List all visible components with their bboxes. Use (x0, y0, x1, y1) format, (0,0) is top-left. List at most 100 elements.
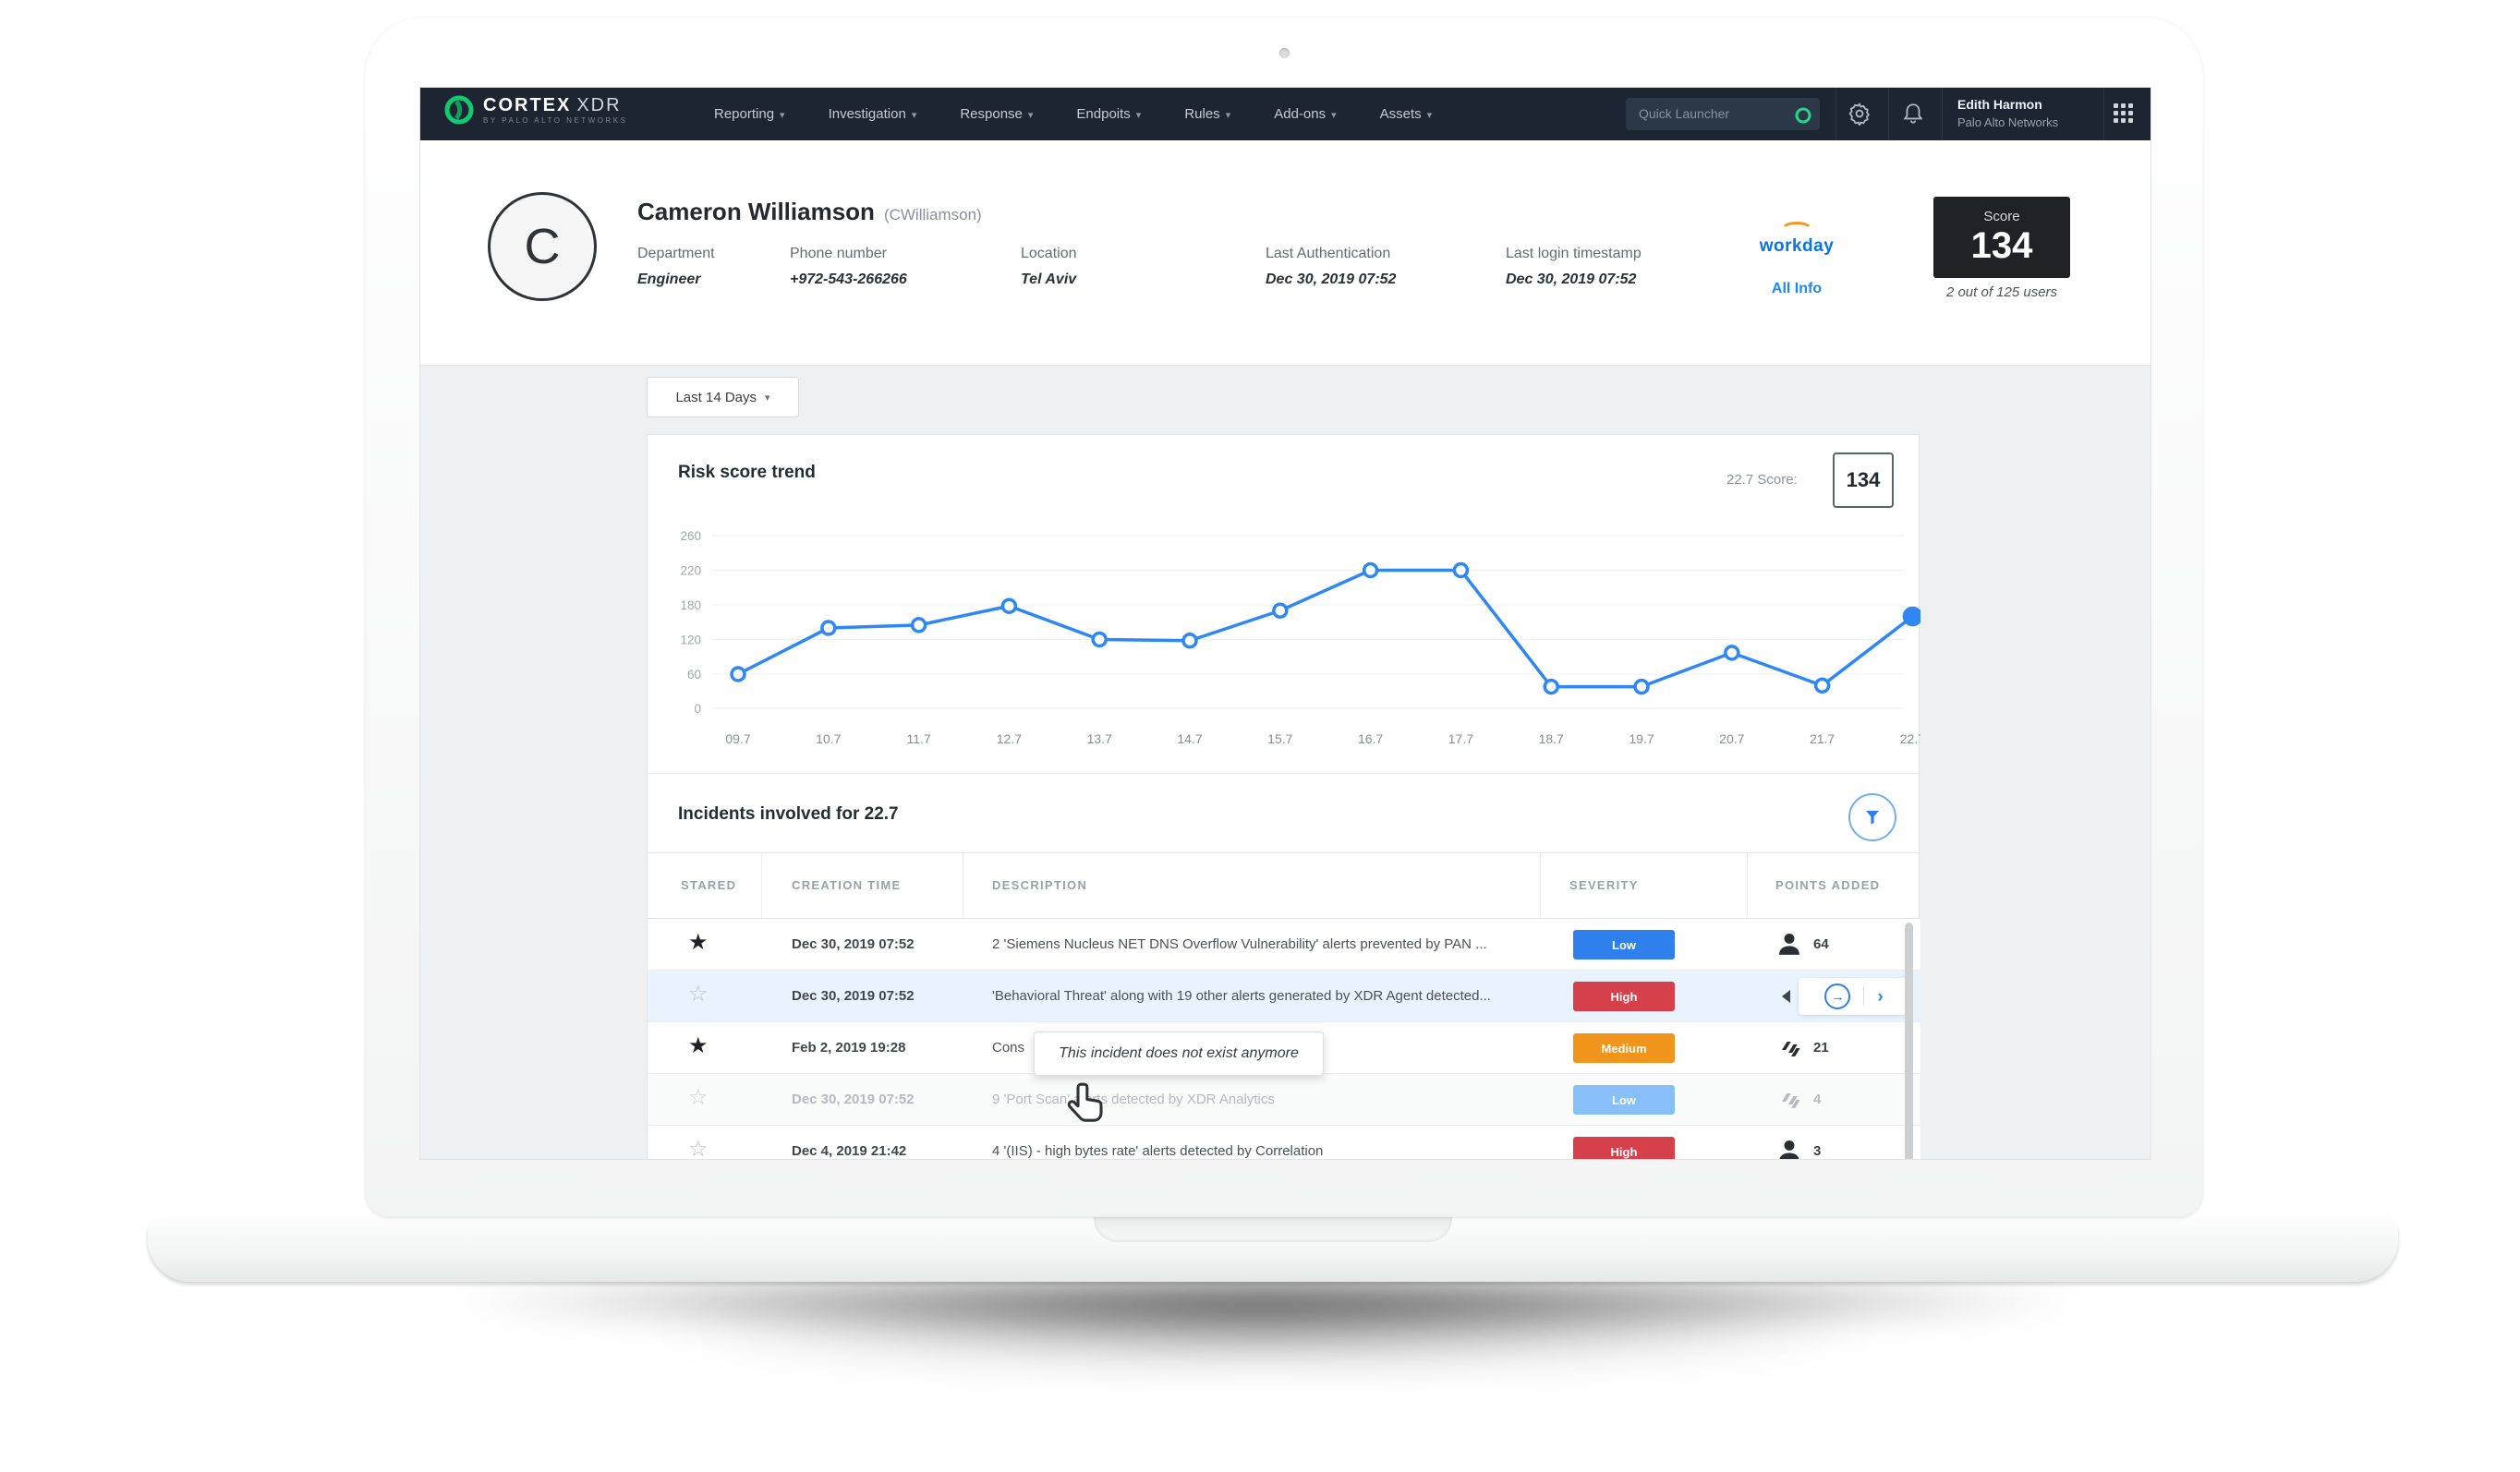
incident-description[interactable]: 'Behavioral Threat' along with 19 other … (992, 988, 1491, 1004)
star-icon-outline[interactable]: ☆ (688, 1085, 709, 1110)
svg-text:10.7: 10.7 (816, 731, 841, 746)
svg-text:15.7: 15.7 (1267, 731, 1292, 746)
workday-arc-icon (1780, 222, 1813, 240)
star-icon-filled[interactable]: ★ (688, 930, 709, 955)
gear-icon[interactable] (1848, 102, 1872, 127)
severity-badge: Low (1573, 930, 1675, 959)
avatar: C (488, 192, 597, 301)
user-profile-header: C Cameron Williamson (CWilliamson) Depart… (420, 140, 2150, 366)
score-caption: 2 out of 125 users (1945, 284, 2058, 300)
svg-text:0: 0 (694, 702, 701, 716)
webcam-dot-icon (1279, 48, 1290, 58)
user-name: Edith Harmon (1957, 97, 2042, 112)
points-added-value: 64 (1813, 936, 1829, 952)
column-header-creation-time[interactable]: CREATION TIME (792, 878, 902, 892)
score-value: 134 (1970, 225, 2033, 266)
incident-row[interactable]: ☆ Dec 30, 2019 07:52 'Behavioral Threat' a… (648, 971, 1920, 1022)
creation-time: Dec 30, 2019 07:52 (792, 1092, 915, 1107)
chevron-down-icon: ▾ (780, 110, 785, 121)
nav-separator (1888, 88, 1889, 140)
star-icon-filled[interactable]: ★ (688, 1033, 709, 1058)
user-points-icon (1779, 934, 1803, 956)
stacked-layers-icon (1779, 1089, 1803, 1111)
chart-point (910, 617, 927, 633)
creation-time: Dec 4, 2019 21:42 (792, 1143, 907, 1159)
chart-point (1813, 677, 1831, 694)
column-header-description[interactable]: DESCRIPTION (992, 878, 1088, 892)
open-incident-icon[interactable]: → (1824, 983, 1851, 1009)
nav-item-add-ons[interactable]: Add-ons ▾ (1274, 106, 1337, 122)
column-header-points-added[interactable]: POINTS ADDED (1775, 878, 1881, 892)
field-value: +972-543-266266 (790, 271, 907, 287)
cortex-logo-icon (444, 95, 474, 125)
creation-time: Feb 2, 2019 19:28 (792, 1040, 906, 1056)
score-label: Score (1983, 209, 2020, 224)
star-icon-outline[interactable]: ☆ (688, 1137, 709, 1160)
chart-point (1181, 633, 1198, 649)
incident-row[interactable]: ☆ Dec 30, 2019 07:52 9 'Port Scan' alerts … (648, 1074, 1920, 1126)
day-score-value: 134 (1833, 452, 1894, 508)
risk-score-trend-chart: 0 60 120 180 220 260 09.7 10.7 11.7 12.7 13.7 14.7 1… (680, 529, 1920, 746)
all-info-link[interactable]: All Info (1771, 281, 1823, 296)
nav-separator (1942, 88, 1943, 140)
table-scrollbar[interactable] (1905, 923, 1913, 1159)
svg-text:21.7: 21.7 (1810, 731, 1835, 746)
nav-item-reporting[interactable]: Reporting ▾ (714, 106, 785, 122)
column-header-stared[interactable]: STARED (681, 878, 737, 892)
profile-field-phone-number: Phone number +972-543-266266 (790, 246, 1021, 288)
nav-item-assets[interactable]: Assets ▾ (1379, 106, 1433, 122)
date-range-dropdown[interactable]: Last 14 Days ▾ (647, 377, 799, 417)
incident-description[interactable]: 4 '(IIS) - high bytes rate' alerts detec… (992, 1143, 1324, 1159)
incidents-table-header: STARED CREATION TIME DESCRIPTION SEVERITY PO… (648, 852, 1920, 920)
laptop-base (148, 1217, 2398, 1282)
severity-badge: Low (1573, 1085, 1675, 1115)
incident-row[interactable]: ☆ Dec 4, 2019 21:42 4 '(IIS) - high bytes … (648, 1126, 1920, 1159)
user-menu[interactable]: Edith Harmon Palo Alto Networks (1957, 96, 2058, 131)
creation-time: Dec 30, 2019 07:52 (792, 988, 915, 1004)
quick-launcher-input[interactable]: Quick Launcher (1626, 98, 1820, 130)
chart-point (1902, 606, 1920, 627)
filter-button[interactable] (1848, 793, 1896, 841)
profile-name: Cameron Williamson (CWilliamson) (637, 198, 982, 225)
nav-item-investigation[interactable]: Investigation ▾ (828, 106, 917, 122)
collapse-arrow-icon[interactable] (1782, 990, 1790, 1003)
chart-point (1452, 561, 1470, 579)
nav-item-response[interactable]: Response ▾ (960, 106, 1034, 122)
field-label: Department (637, 246, 715, 261)
risk-card: Risk score trend 22.7 Score: 134 0 60 120 1… (647, 434, 1920, 1159)
chevron-down-icon: ▾ (1135, 110, 1142, 121)
svg-text:12.7: 12.7 (997, 731, 1022, 746)
chevron-down-icon: ▾ (911, 110, 917, 121)
star-icon-outline[interactable]: ☆ (688, 982, 709, 1007)
column-separator (1747, 853, 1748, 920)
user-points-icon (1779, 1140, 1803, 1159)
severity-badge: High (1573, 982, 1675, 1011)
stacked-layers-icon (1779, 1037, 1803, 1059)
quick-launcher-placeholder: Quick Launcher (1639, 106, 1730, 121)
incident-description[interactable]: 2 'Siemens Nucleus NET DNS Overflow Vuln… (992, 936, 1487, 952)
incident-row[interactable]: ★ Dec 30, 2019 07:52 2 'Siemens Nucleus NE… (648, 919, 1920, 971)
svg-text:260: 260 (680, 529, 701, 543)
nav-item-endpoits[interactable]: Endpoits ▾ (1076, 106, 1142, 122)
column-header-severity[interactable]: SEVERITY (1569, 878, 1639, 892)
nav-item-rules[interactable]: Rules ▾ (1184, 106, 1231, 122)
day-score-label: 22.7 Score: (1726, 472, 1798, 488)
user-org: Palo Alto Networks (1957, 115, 2059, 129)
field-value: Tel Aviv (1021, 271, 1077, 287)
svg-text:22.7: 22.7 (1900, 731, 1920, 746)
chevron-down-icon: ▾ (1225, 110, 1231, 121)
laptop-base-notch (1094, 1217, 1452, 1242)
field-label: Last login timestamp (1506, 246, 1642, 261)
divider (1863, 987, 1865, 1006)
svg-text:60: 60 (687, 668, 701, 682)
app-grid-icon[interactable] (2114, 103, 2135, 125)
bell-icon[interactable] (1901, 102, 1925, 126)
top-navbar: CORTEX XDR BY PALO ALTO NETWORKS Reportin… (420, 88, 2150, 140)
row-actions: → › (1799, 978, 1909, 1015)
chevron-right-icon[interactable]: › (1877, 986, 1884, 1007)
svg-text:19.7: 19.7 (1629, 731, 1654, 746)
risk-trend-title: Risk score trend (678, 463, 816, 482)
cortex-xdr-logo[interactable]: CORTEX XDR BY PALO ALTO NETWORKS (444, 95, 627, 125)
field-label: Location (1021, 246, 1077, 261)
chart-point (1543, 678, 1559, 695)
